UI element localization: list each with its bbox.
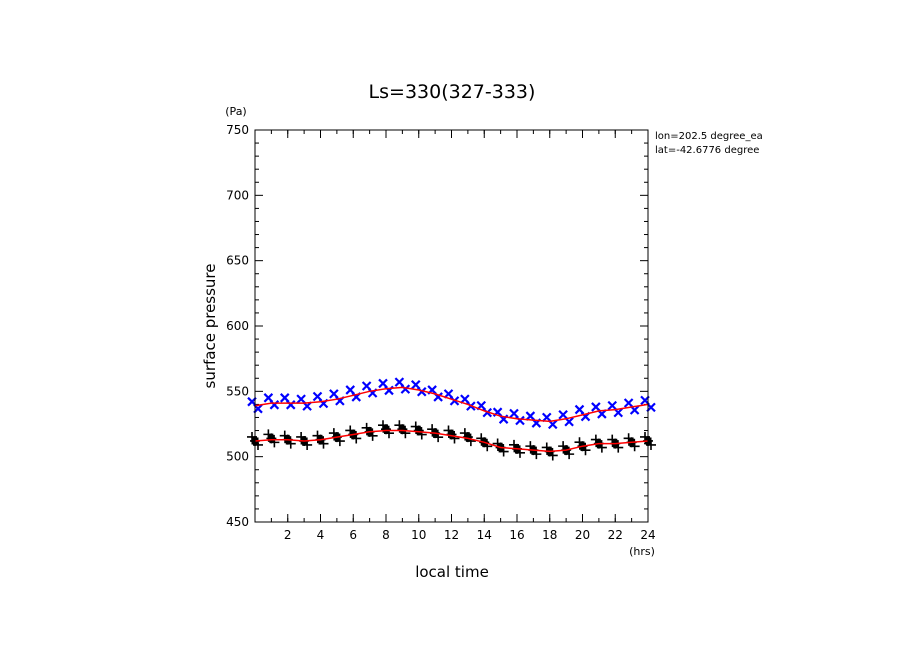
x-marker	[400, 384, 411, 394]
y-tick-label: 450	[226, 515, 249, 529]
x-tick-label: 2	[284, 528, 292, 542]
square-marker	[398, 425, 406, 433]
x-tick-label: 18	[542, 528, 557, 542]
series-1-point	[394, 420, 411, 439]
series-1-point	[459, 428, 476, 447]
x-marker	[416, 386, 427, 397]
plot-frame	[254, 129, 649, 523]
series-0-point	[361, 381, 378, 398]
x-tick-label: 14	[477, 528, 492, 542]
series-0-point	[509, 408, 525, 426]
y-tick-label: 700	[226, 188, 249, 202]
x-tick-label: 12	[444, 528, 459, 542]
x-marker	[515, 415, 525, 426]
series-0-point	[312, 391, 329, 409]
series-0-point	[410, 379, 427, 397]
y-unit-label: (Pa)	[225, 105, 246, 118]
x-unit-label: (hrs)	[629, 545, 655, 558]
series-0-point	[574, 404, 591, 422]
square-marker	[267, 434, 275, 442]
series-3-line	[254, 429, 649, 453]
x-tick-label: 4	[317, 528, 325, 542]
y-tick-label: 750	[226, 123, 249, 137]
x-tick-label: 16	[509, 528, 524, 542]
y-tick-label: 650	[226, 254, 249, 268]
chart-title: Ls=330(327-333)	[369, 81, 536, 103]
series-1-point	[263, 429, 280, 448]
series-1-point	[410, 421, 427, 440]
x-marker	[269, 400, 280, 410]
plot-marks	[247, 377, 656, 461]
series-0-point	[394, 377, 411, 394]
series-1-point	[378, 420, 394, 439]
y-axis-label: surface pressure	[201, 264, 219, 389]
x-tick-label: 10	[411, 528, 426, 542]
x-tick-label: 24	[640, 528, 655, 542]
series-0-point	[329, 389, 345, 406]
series-1-point	[443, 425, 460, 444]
series-0-point	[279, 393, 296, 410]
x-tick-label: 22	[608, 528, 623, 542]
y-tick-label: 550	[226, 384, 249, 398]
x-tick-label: 8	[382, 528, 390, 542]
annotation-lat: lat=-42.6776 degree	[655, 145, 759, 156]
square-marker	[382, 425, 390, 433]
square-marker	[415, 427, 423, 435]
square-marker	[448, 430, 455, 438]
series-0-point	[378, 378, 394, 396]
x-tick-label: 20	[575, 528, 590, 542]
x-tick-label: 6	[349, 528, 357, 542]
series-0-point	[263, 393, 280, 410]
axes: 2 4 6 8 10 12 14 16 18 20 22 2445050055060065070075…	[226, 123, 656, 542]
y-tick-label: 500	[226, 450, 249, 464]
x-axis-label: local time	[415, 563, 489, 581]
square-marker	[464, 433, 472, 441]
x-marker	[285, 400, 296, 410]
series-2-line	[254, 386, 649, 423]
y-tick-label: 600	[226, 319, 249, 333]
annotation-lon: lon=202.5 degree_ea	[655, 131, 763, 142]
